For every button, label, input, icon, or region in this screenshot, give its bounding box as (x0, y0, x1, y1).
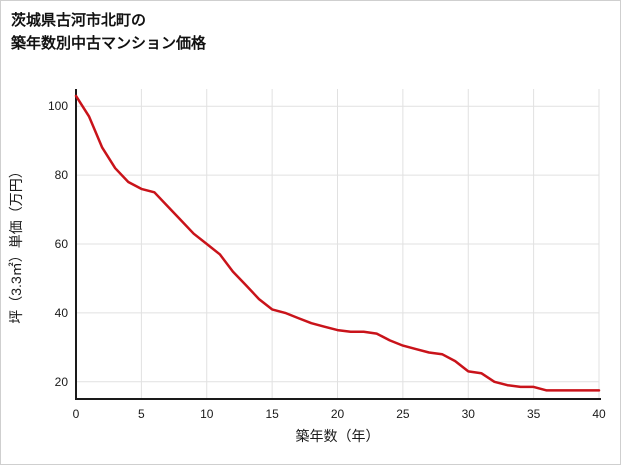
x-tick-label: 25 (396, 407, 410, 421)
y-tick-label: 100 (48, 99, 68, 113)
x-axis-label: 築年数（年） (296, 428, 380, 444)
x-tick-label: 10 (200, 407, 214, 421)
y-tick-label: 60 (55, 237, 69, 251)
chart-title: 茨城県古河市北町の 築年数別中古マンション価格 (11, 9, 206, 56)
x-tick-label: 30 (462, 407, 476, 421)
x-tick-label: 15 (265, 407, 279, 421)
price-line (74, 94, 601, 392)
x-tick-label: 0 (73, 407, 80, 421)
y-axis-label: 坪（3.3㎡）単価（万円） (8, 164, 24, 323)
x-tick-label: 40 (592, 407, 606, 421)
chart-title-line1: 茨城県古河市北町の (11, 12, 147, 29)
y-tick-label: 80 (55, 168, 69, 182)
y-tick-label: 20 (55, 375, 69, 389)
x-tick-label: 5 (138, 407, 145, 421)
x-tick-label: 35 (527, 407, 541, 421)
y-tick-label: 40 (55, 306, 69, 320)
x-tick-label: 20 (331, 407, 345, 421)
chart-title-line2: 築年数別中古マンション価格 (11, 35, 207, 53)
